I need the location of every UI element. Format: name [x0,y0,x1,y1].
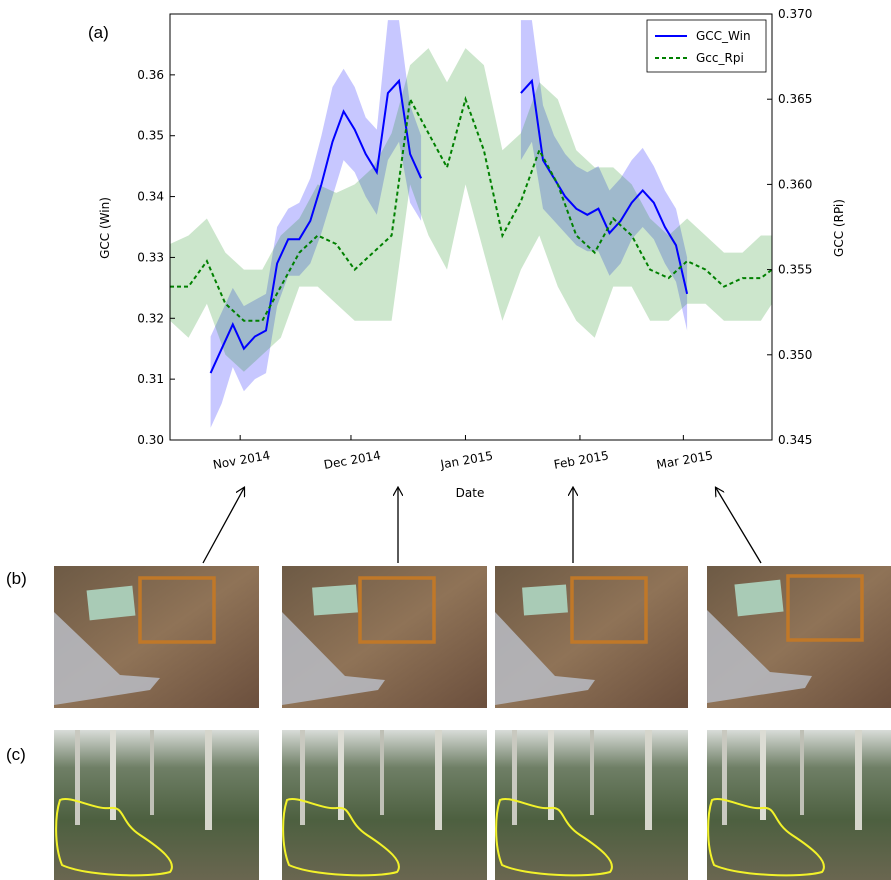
photo-row-b [54,566,891,708]
legend-label-gcc-rpi: Gcc_Rpi [696,51,744,65]
arrows [202,488,762,564]
y-axis-left-label: GCC (Win) [98,197,112,259]
panel-label-a: (a) [88,23,109,42]
plot-frame [169,13,773,441]
x-axis-label: Date [456,486,485,500]
arrow-1 [202,488,244,564]
y-left-tick-label: 0.34 [137,190,164,204]
y-left-tick-label: 0.35 [137,129,164,143]
arrow-4 [716,488,762,564]
x-axis: Nov 2014 Dec 2014 Jan 2015 Feb 2015 Mar 2015 [212,435,714,472]
y-right-tick-label: 0.355 [778,263,812,277]
y-axis-right: 0.345 0.350 0.355 0.360 0.365 0.370 [767,7,812,447]
y-left-tick-label: 0.33 [137,250,164,264]
y-axis-left: 0.30 0.31 0.32 0.33 0.34 0.35 0.36 [137,68,175,447]
y-right-tick-label: 0.350 [778,348,812,362]
line-gcc-win-0 [209,78,423,374]
photo-b-4 [707,566,891,708]
line-gcc-win-1 [520,78,689,295]
x-tick-label: Nov 2014 [212,448,271,472]
panel-label-b: (b) [6,569,27,588]
x-tick-label: Dec 2014 [323,448,382,472]
x-tick-label: Feb 2015 [553,448,610,471]
x-tick-label: Jan 2015 [439,449,494,472]
legend-box [646,19,767,73]
photo-row-c [54,730,891,880]
y-right-tick-label: 0.365 [778,92,812,106]
y-left-tick-label: 0.31 [137,372,164,386]
band-gcc-win-1 [520,20,688,331]
legend-label-gcc-win: GCC_Win [696,29,751,43]
band-gcc-win-0 [210,20,422,428]
y-left-tick-label: 0.30 [137,433,164,447]
photo-c-4 [707,730,891,880]
photo-b-1 [54,566,259,708]
confidence-bands [170,20,772,428]
photo-b-2 [282,566,487,708]
y-right-tick-label: 0.370 [778,7,812,21]
y-axis-right-label: GCC (RPi) [832,199,846,257]
x-tick-label: Mar 2015 [655,448,714,472]
y-left-tick-label: 0.32 [137,311,164,325]
legend: GCC_Win Gcc_Rpi [646,19,767,73]
gcc-time-series-chart: 0.300.310.320.330.340.350.36 0.3450.3500… [98,7,846,500]
panel-label-c: (c) [6,745,26,764]
band-gcc-rpi-0 [170,48,772,372]
photo-c-2 [282,730,487,880]
photo-b-3 [495,566,688,708]
y-left-tick-label: 0.36 [137,68,164,82]
series-lines [170,78,773,374]
photo-c-1 [54,730,259,880]
photo-c-3 [495,730,688,880]
y-right-tick-label: 0.345 [778,433,812,447]
y-right-tick-label: 0.360 [778,177,812,191]
